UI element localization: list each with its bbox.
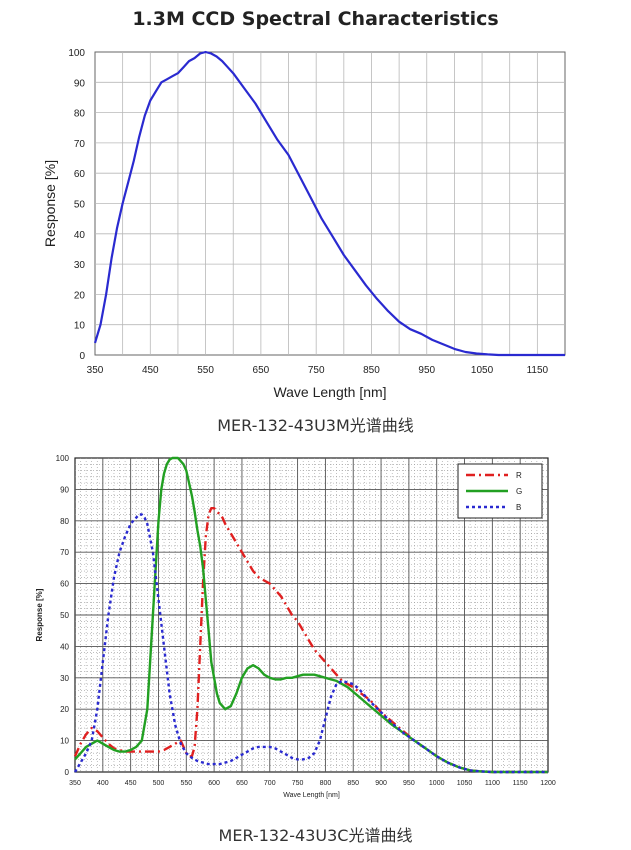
y-tick-label: 70 — [60, 548, 69, 557]
bottom-chart-caption: MER-132-43U3C光谱曲线 — [218, 826, 413, 845]
y-tick-label: 60 — [74, 169, 86, 180]
x-tick-label: 750 — [308, 365, 325, 376]
y-tick-label: 50 — [74, 200, 86, 211]
y-tick-label: 0 — [65, 768, 70, 777]
y-tick-label: 100 — [56, 454, 70, 463]
y-tick-label: 100 — [68, 48, 85, 59]
y-tick-label: 80 — [74, 109, 86, 120]
y-tick-label: 20 — [74, 290, 86, 301]
x-tick-label: 1200 — [540, 780, 556, 787]
legend-label-r: R — [516, 471, 522, 480]
x-tick-label: 750 — [292, 780, 304, 787]
x-tick-label: 800 — [320, 780, 332, 787]
response-curve — [93, 50, 565, 357]
x-tick-label: 1050 — [457, 780, 473, 787]
y-axis-label: Response [%] — [35, 588, 44, 641]
y-tick-label: 10 — [74, 321, 86, 332]
y-tick-label: 70 — [74, 139, 86, 150]
y-tick-label: 30 — [60, 674, 69, 683]
x-tick-label: 900 — [375, 780, 387, 787]
top-spectral-chart: 0 10 20 30 40 50 60 70 80 90 100 350 450 550 650 750 850… — [42, 48, 566, 400]
x-tick-label: 850 — [363, 365, 380, 376]
x-tick-label: 450 — [142, 365, 159, 376]
x-axis-label: Wave Length [nm] — [273, 384, 386, 400]
x-tick-label: 1050 — [471, 365, 494, 376]
y-axis-label: Response [%] — [42, 160, 58, 247]
y-tick-label: 90 — [74, 78, 86, 89]
y-tick-label: 10 — [60, 737, 69, 746]
y-tick-label: 90 — [60, 485, 69, 494]
x-axis-label: Wave Length [nm] — [283, 792, 340, 799]
x-tick-label: 650 — [236, 780, 248, 787]
x-tick-label: 350 — [87, 365, 104, 376]
x-tick-label: 1100 — [485, 780, 500, 787]
y-tick-label: 80 — [60, 517, 69, 526]
x-tick-label: 700 — [264, 780, 276, 787]
x-tick-label: 600 — [208, 780, 220, 787]
x-tick-label: 550 — [197, 365, 214, 376]
x-tick-label: 400 — [97, 780, 109, 787]
y-tick-label: 0 — [79, 351, 85, 362]
series-line-b — [73, 513, 548, 774]
y-tick-label: 20 — [60, 705, 69, 714]
x-tick-label: 850 — [347, 780, 359, 787]
x-tick-label: 950 — [418, 365, 435, 376]
x-tick-label: 450 — [125, 780, 137, 787]
top-chart-caption: MER-132-43U3M光谱曲线 — [217, 416, 414, 435]
bottom-spectral-chart: 350 400 450 500 550 600 650 700 750 800 850 900 950 1… — [35, 454, 556, 799]
top-chart-title: 1.3M CCD Spectral Characteristics — [132, 8, 499, 30]
y-tick-label: 50 — [60, 611, 69, 620]
legend-label-g: G — [516, 487, 522, 496]
x-tick-label: 950 — [403, 780, 415, 787]
y-tick-label: 30 — [74, 260, 86, 271]
x-tick-label: 500 — [153, 780, 165, 787]
legend-label-b: B — [516, 503, 521, 512]
y-tick-label: 40 — [60, 642, 69, 651]
x-tick-label: 350 — [69, 780, 81, 787]
x-tick-label: 1150 — [513, 780, 528, 787]
x-tick-label: 1000 — [429, 780, 445, 787]
series-line-g — [74, 456, 548, 774]
x-tick-label: 1150 — [527, 365, 549, 376]
y-tick-label: 40 — [74, 230, 86, 241]
x-tick-label: 550 — [180, 780, 192, 787]
x-tick-label: 650 — [253, 365, 270, 376]
y-tick-label: 60 — [60, 580, 69, 589]
